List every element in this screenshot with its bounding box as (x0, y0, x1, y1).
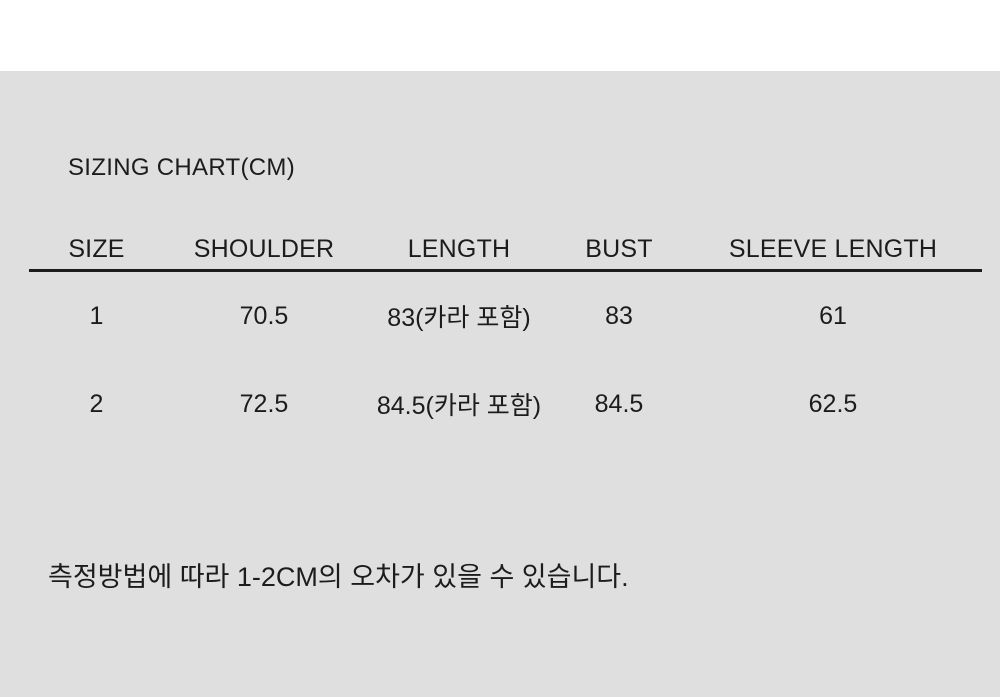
cell-size: 1 (89, 301, 104, 330)
cell-sleeve-length: 62.5 (808, 389, 858, 418)
cell-size: 2 (89, 389, 104, 418)
col-header-bust: BUST (554, 230, 684, 272)
tolerance-note: 측정방법에 따라 1-2CM의 오차가 있을 수 있습니다. (48, 562, 629, 592)
col-header-length: LENGTH (364, 230, 554, 272)
cell-length: 83(카라 포함) (387, 304, 531, 332)
table-header-row: SIZE SHOULDER LENGTH BUST SLEEVE LENGTH (29, 230, 982, 272)
table-row-size-1: 1 70.5 83(카라 포함) 83 61 (29, 271, 982, 361)
table-row-size-2: 2 72.5 84.5(카라 포함) 84.5 62.5 (29, 360, 982, 448)
col-header-size: SIZE (29, 230, 164, 272)
col-header-shoulder: SHOULDER (164, 230, 364, 272)
cell-shoulder: 70.5 (239, 301, 289, 330)
cell-shoulder: 72.5 (239, 389, 289, 418)
cell-sleeve-length: 61 (819, 301, 847, 330)
content-area: SIZING CHART(CM) SIZE SHOULDER LENGTH BU… (0, 71, 1000, 697)
col-header-sleeve-length: SLEEVE LENGTH (684, 230, 982, 272)
top-white-strip (0, 0, 1000, 71)
cell-bust: 83 (605, 301, 633, 330)
cell-bust: 84.5 (594, 389, 644, 418)
page-title: SIZING CHART(CM) (68, 154, 296, 181)
sizing-table: SIZE SHOULDER LENGTH BUST SLEEVE LENGTH … (29, 230, 982, 448)
cell-length: 84.5(카라 포함) (376, 392, 542, 420)
